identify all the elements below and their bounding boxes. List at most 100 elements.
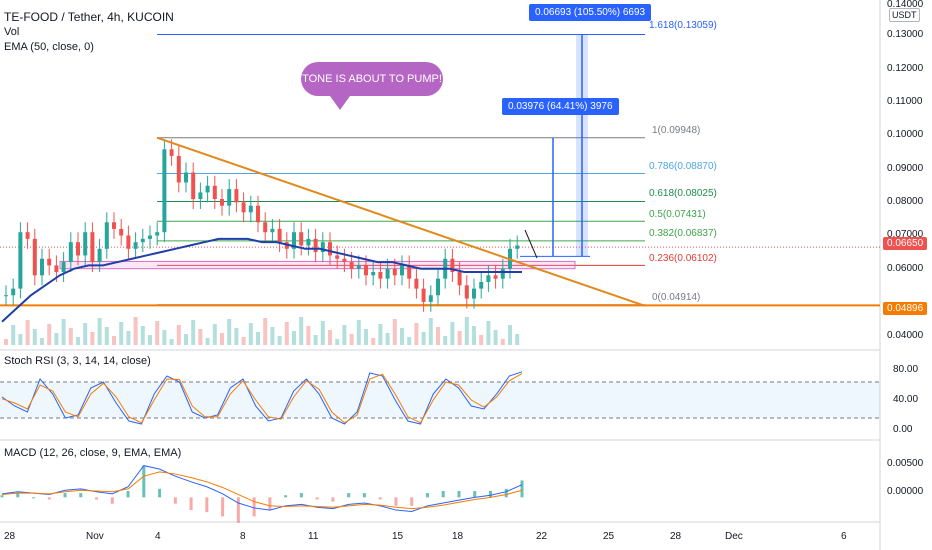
measure-label-large[interactable]: 0.06693 (105.50%) 6693	[529, 4, 652, 21]
macd-histogram-bar	[158, 488, 162, 498]
volume-bar	[198, 329, 203, 345]
volume-bar	[90, 332, 95, 345]
macd-histogram-bar	[268, 497, 272, 511]
time-tick: Dec	[725, 531, 743, 542]
candle-body	[392, 268, 397, 276]
volume-bar	[97, 318, 102, 345]
volume-bar	[342, 325, 347, 345]
candle-body	[356, 265, 361, 269]
candle-body	[205, 185, 210, 193]
candle-body	[83, 232, 88, 256]
macd-tick: 0.00500	[887, 458, 924, 469]
candle-body	[263, 222, 268, 233]
volume-bar	[4, 339, 8, 345]
candle-body	[464, 285, 469, 299]
time-tick: 28	[4, 531, 16, 542]
candle-body	[414, 278, 419, 289]
volume-bar	[32, 329, 37, 345]
candle-body	[90, 232, 95, 263]
volume-bar	[320, 321, 325, 345]
stoch-k-line	[1, 371, 523, 425]
candle-body	[25, 232, 30, 239]
macd-histogram-bar	[110, 497, 114, 504]
candle-body	[133, 242, 138, 249]
candle-body	[119, 228, 124, 236]
stoch-rsi-label[interactable]: Stoch RSI (3, 3, 14, 14, close)	[4, 355, 151, 367]
stoch-tick: 80.00	[893, 364, 919, 375]
fib-label-0618: 0.618(0.08025)	[649, 188, 717, 199]
candle-body	[18, 232, 23, 289]
symbol-title: TE-FOOD / Tether, 4h, KUCOIN	[4, 10, 174, 24]
time-tick: 15	[392, 531, 404, 542]
volume-bar	[119, 322, 124, 345]
candle-body	[299, 232, 304, 246]
candle-body	[112, 222, 116, 229]
candle-body	[248, 205, 253, 213]
pump-callout[interactable]: TONE IS ABOUT TO PUMP!	[301, 62, 443, 96]
ema-indicator-label[interactable]: EMA (50, close, 0)	[4, 41, 94, 53]
volume-bar	[104, 327, 109, 345]
volume-bar	[76, 337, 80, 345]
candle-body	[184, 172, 188, 183]
macd-histogram-bar	[47, 497, 51, 500]
candle-body	[227, 189, 232, 206]
time-tick: 28	[670, 531, 682, 542]
fib-label-05: 0.5(0.07431)	[649, 209, 706, 220]
support-price-tag: 0.04896	[883, 302, 928, 315]
candle-body	[47, 258, 52, 266]
macd-histogram-bar	[410, 497, 414, 506]
macd-histogram-bar	[189, 497, 193, 511]
candle-body	[176, 155, 181, 183]
stoch-tick: 0.00	[893, 424, 913, 435]
macd-histogram-bar	[315, 497, 319, 500]
candle-body	[328, 242, 332, 256]
candle-body	[148, 235, 152, 239]
time-tick: 4	[155, 531, 161, 542]
macd-histogram-bar	[142, 465, 146, 498]
vol-indicator-label[interactable]: Vol	[4, 26, 20, 38]
candle-body	[220, 199, 224, 206]
macd-histogram-bar	[347, 493, 351, 498]
measure-label-small[interactable]: 0.03976 (64.41%) 3976	[502, 98, 619, 115]
macd-histogram-bar	[378, 497, 382, 500]
currency-button[interactable]: USDT	[889, 8, 920, 22]
candle-body	[349, 262, 354, 269]
macd-histogram-bar	[236, 497, 240, 523]
macd-histogram-bar	[32, 497, 36, 499]
volume-bar	[349, 334, 354, 345]
volume-bar	[148, 335, 152, 345]
macd-histogram-bar	[362, 493, 366, 498]
candle-body	[320, 242, 325, 253]
volume-bar	[450, 322, 455, 345]
volume-bar	[436, 327, 440, 345]
macd-histogram-bar	[520, 480, 524, 498]
volume-bar	[112, 336, 116, 345]
time-tick: 25	[603, 531, 615, 542]
volume-bar	[263, 318, 268, 345]
macd-histogram-bar	[126, 491, 130, 498]
macd-histogram-bar	[173, 497, 177, 504]
macd-histogram-bar	[488, 491, 492, 498]
volume-bar	[205, 338, 210, 345]
volume-bar	[299, 317, 304, 345]
candle-body	[68, 242, 73, 263]
candle-body	[126, 235, 131, 249]
candle-body	[104, 222, 109, 249]
callout-tail	[330, 96, 350, 110]
volume-bar	[493, 330, 498, 345]
volume-bar	[400, 328, 404, 345]
time-tick: 18	[452, 531, 464, 542]
volume-bar	[328, 330, 332, 345]
volume-bar	[25, 320, 30, 345]
candle-body	[4, 295, 8, 297]
macd-histogram-bar	[0, 495, 4, 498]
volume-bar	[472, 326, 476, 345]
macd-label[interactable]: MACD (12, 26, close, 9, EMA, EMA)	[4, 447, 182, 459]
volume-bar	[68, 328, 73, 345]
volume-bar	[479, 335, 484, 345]
volume-bar	[306, 326, 311, 345]
macd-histogram-bar	[63, 493, 67, 498]
macd-histogram-bar	[425, 493, 429, 498]
macd-histogram-bar	[473, 491, 477, 498]
